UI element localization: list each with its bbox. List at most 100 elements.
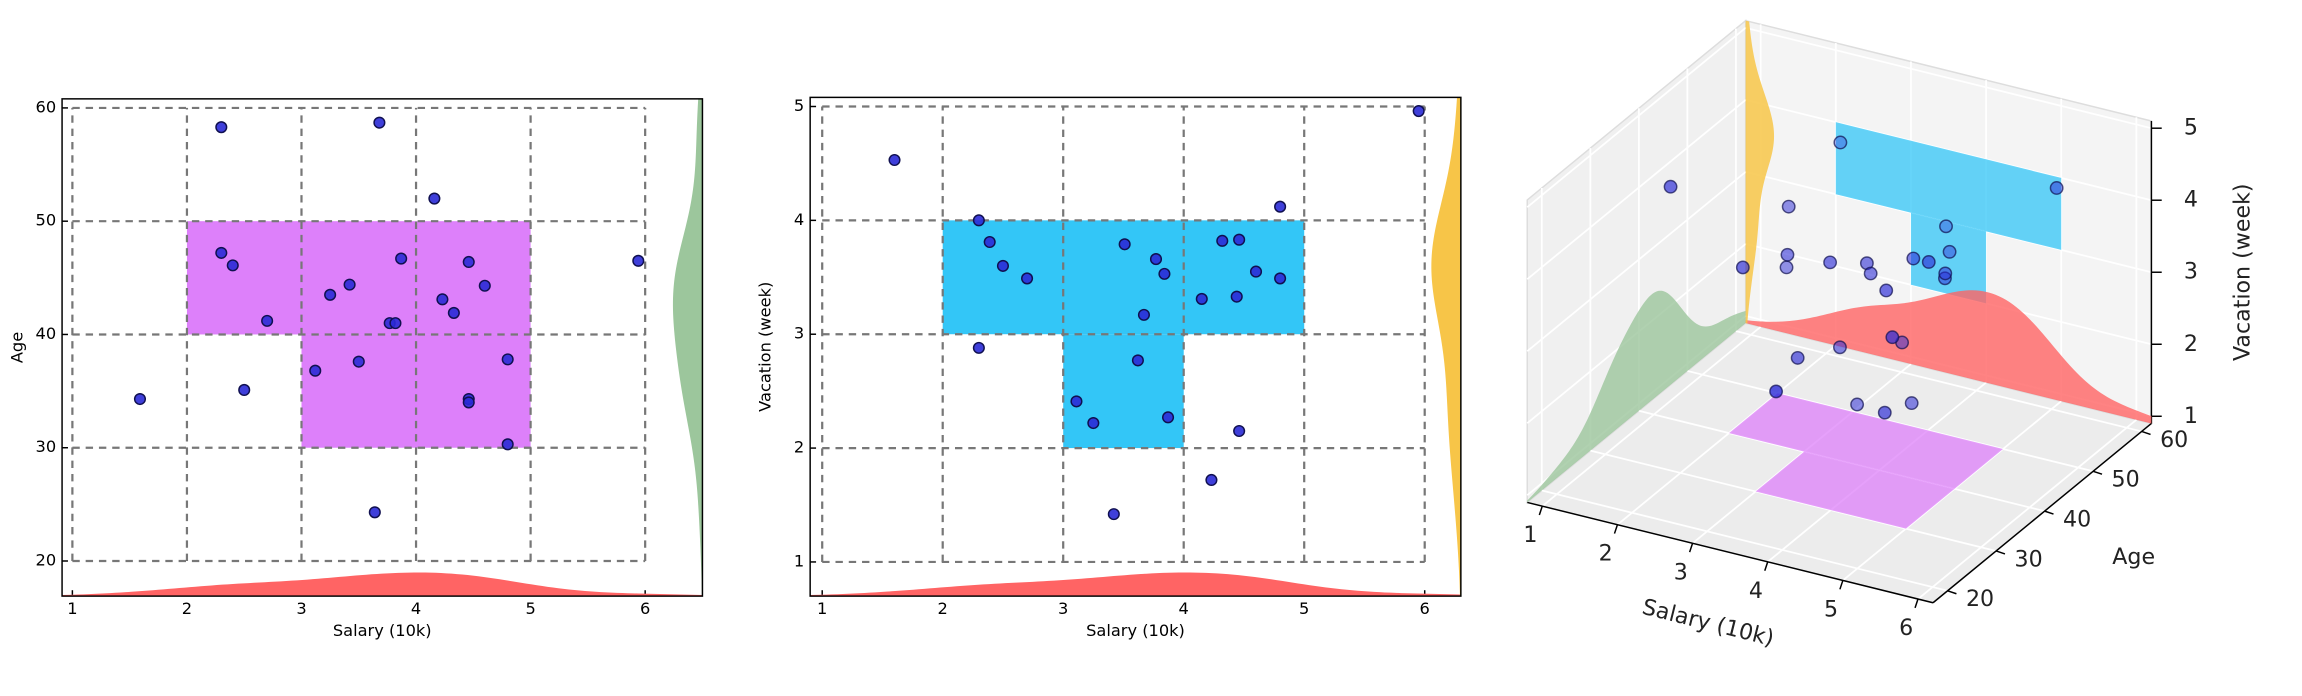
point	[1412, 104, 1425, 118]
grid-line	[1745, 26, 2152, 130]
point	[436, 293, 449, 306]
y-axis-label: Age	[7, 332, 26, 363]
x-tick-label: 3	[296, 599, 306, 618]
kde-y	[1527, 290, 1746, 503]
region	[186, 221, 531, 335]
point	[1233, 424, 1246, 438]
z-tick-label: 3	[2184, 259, 2198, 285]
point	[428, 192, 441, 205]
point	[1216, 234, 1229, 247]
point	[1131, 354, 1144, 367]
point	[1149, 253, 1163, 266]
point	[1158, 267, 1171, 280]
point	[1663, 179, 1678, 194]
point	[888, 153, 901, 167]
kde-y	[1431, 97, 1461, 597]
x-tick-label: 6	[1899, 615, 1913, 641]
region	[942, 220, 1305, 335]
point	[983, 235, 996, 249]
point	[501, 438, 514, 451]
y-tick-label: 20	[36, 550, 57, 569]
point	[1906, 251, 1921, 266]
point	[1790, 350, 1805, 365]
point	[1769, 384, 1784, 399]
point	[1107, 508, 1120, 521]
x-tick-label: 4	[1179, 599, 1189, 618]
grid-line	[1735, 330, 2142, 433]
point	[261, 314, 274, 327]
point	[389, 317, 402, 330]
x-axis-label: Salary (10k)	[333, 621, 432, 640]
point	[1879, 283, 1894, 298]
tick-mark	[1538, 505, 1543, 516]
x-tick-label: 2	[182, 599, 192, 618]
kde-z	[1745, 20, 1775, 324]
x-tick-label: 2	[1599, 541, 1613, 567]
x-tick-label: 5	[1299, 599, 1309, 618]
grid-line	[1842, 400, 2062, 582]
point	[1087, 416, 1100, 430]
x-tick-label: 3	[1058, 599, 1068, 618]
region	[301, 334, 531, 448]
point	[226, 259, 239, 272]
point	[996, 259, 1010, 272]
z-tick-label: 4	[2184, 187, 2198, 213]
y-tick-label: 60	[36, 97, 57, 116]
grid-line	[1526, 99, 1747, 280]
point	[352, 355, 365, 368]
point	[632, 254, 645, 267]
point	[1904, 396, 1919, 411]
point	[1942, 244, 1957, 259]
point	[1921, 255, 1936, 269]
x-tick-label: 4	[411, 599, 421, 618]
floor-region	[1729, 393, 2003, 489]
x-axis-label: Salary (10k)	[1086, 621, 1185, 640]
tick-mark	[2044, 510, 2054, 515]
kde-y	[672, 98, 703, 597]
point	[1780, 247, 1795, 262]
point	[1781, 199, 1796, 214]
point	[1249, 265, 1263, 278]
point	[1833, 340, 1847, 355]
point	[501, 353, 514, 366]
point	[478, 279, 491, 292]
kde-x	[1745, 290, 2152, 424]
x-tick-label: 6	[1420, 599, 1430, 618]
point	[1274, 272, 1287, 285]
y-tick-label: 2	[794, 438, 804, 457]
tick-mark	[1995, 550, 2006, 555]
point	[368, 506, 381, 519]
point	[1137, 308, 1150, 321]
z-tick-label: 5	[2184, 115, 2198, 141]
tick-mark	[1914, 598, 1919, 609]
z-axis-label: Vacation (week)	[2229, 183, 2255, 361]
grid-line	[1692, 363, 1912, 544]
x-tick-label: 1	[67, 599, 77, 618]
z-tick-label: 2	[2184, 331, 2198, 357]
y-axis-label: Vacation (week)	[755, 282, 774, 412]
y-tick-label: 50	[2112, 467, 2140, 493]
point	[1230, 290, 1243, 303]
y-tick-label: 1	[794, 551, 804, 570]
point	[1021, 272, 1034, 285]
point	[1823, 255, 1838, 270]
y-tick-label: 20	[1966, 586, 1994, 612]
y-tick-label: 3	[794, 324, 804, 343]
point	[309, 364, 322, 377]
grid-line	[1541, 489, 1948, 592]
y-tick-label: 4	[794, 210, 804, 229]
y-tick-label: 40	[2063, 506, 2091, 532]
point	[324, 288, 337, 301]
grid-line	[1616, 344, 1837, 526]
point	[1735, 260, 1750, 275]
grid-line	[1526, 171, 1747, 352]
point	[972, 341, 985, 354]
point	[1118, 238, 1131, 251]
wall-region	[1835, 122, 2062, 250]
tick-mark	[1764, 561, 1769, 571]
tick-mark	[1839, 580, 1844, 590]
y-tick-label: 30	[36, 437, 57, 456]
point	[1939, 219, 1953, 234]
x-tick-label: 1	[817, 599, 827, 618]
